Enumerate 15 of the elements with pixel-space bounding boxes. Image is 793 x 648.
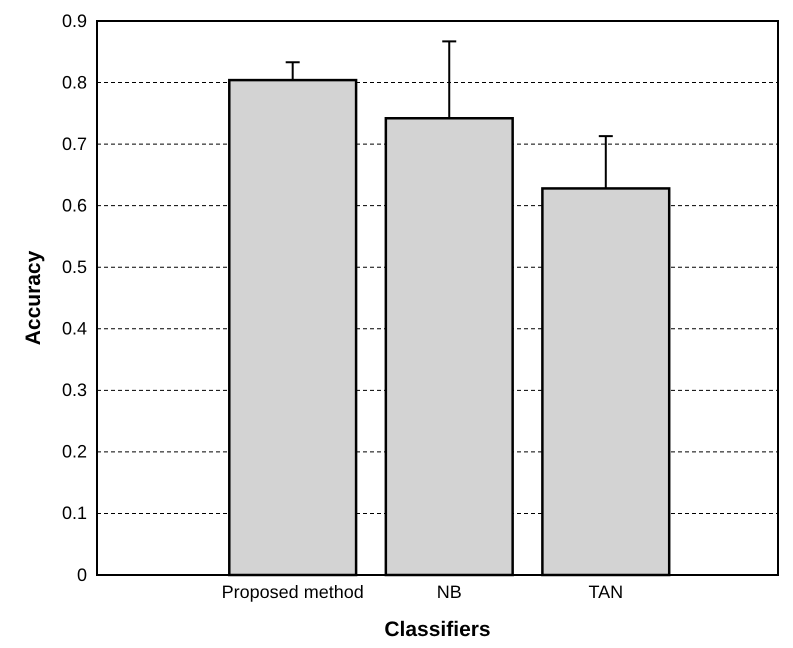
y-tick-label: 0	[76, 564, 87, 585]
y-tick-label: 0.1	[62, 503, 87, 524]
y-tick-label: 0.2	[62, 442, 87, 462]
x-tick-label: Proposed method	[222, 582, 364, 602]
x-axis-title: Classifiers	[384, 618, 491, 641]
y-tick-label: 0.8	[62, 72, 87, 92]
x-tick-label: TAN	[588, 582, 624, 602]
y-axis-title: Accuracy	[22, 250, 45, 346]
y-tick-label: 0.3	[62, 380, 87, 400]
y-tick-label: 0.6	[62, 195, 87, 216]
y-tick-label: 0.7	[62, 134, 87, 154]
x-tick-label: NB	[436, 582, 462, 602]
y-tick-label: 0.9	[62, 10, 87, 31]
y-tick-label: 0.4	[62, 318, 87, 339]
y-tick-label: 0.5	[62, 256, 87, 277]
